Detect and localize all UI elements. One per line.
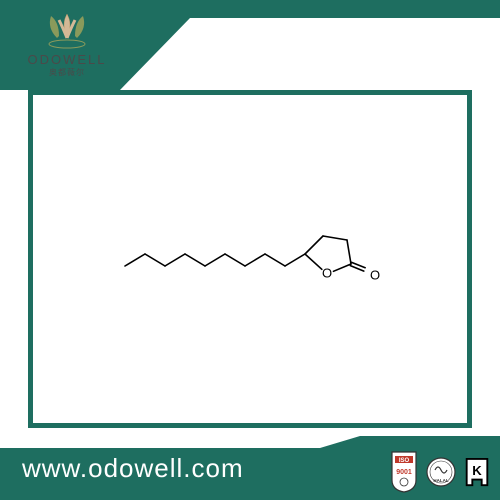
logo-base-icon	[49, 40, 85, 48]
product-card: ODOWELL 奥都薇尔 OO www.odowell.com ISO 9001…	[0, 0, 500, 500]
svg-text:9001: 9001	[396, 469, 412, 476]
content-frame: OO	[28, 90, 472, 428]
logo-mark	[37, 8, 97, 50]
svg-text:O: O	[370, 267, 380, 282]
brand-logo: ODOWELL 奥都薇尔	[12, 8, 122, 78]
kosher-badge-icon: K	[462, 450, 492, 494]
brand-name: ODOWELL	[12, 52, 122, 67]
iso-9001-badge-icon: ISO 9001	[388, 450, 420, 494]
leaf-left-icon	[50, 16, 59, 38]
certification-badges: ISO 9001 HALAL K	[388, 450, 492, 494]
website-url: www.odowell.com	[22, 453, 244, 484]
halal-badge-icon: HALAL	[424, 450, 458, 494]
brand-subtitle: 奥都薇尔	[12, 67, 122, 78]
molecule-structure: OO	[115, 224, 385, 294]
svg-text:HALAL: HALAL	[433, 478, 448, 483]
leaf-right-icon	[75, 16, 84, 38]
svg-text:ISO: ISO	[399, 458, 410, 464]
svg-text:K: K	[472, 463, 482, 478]
svg-text:O: O	[322, 265, 332, 280]
